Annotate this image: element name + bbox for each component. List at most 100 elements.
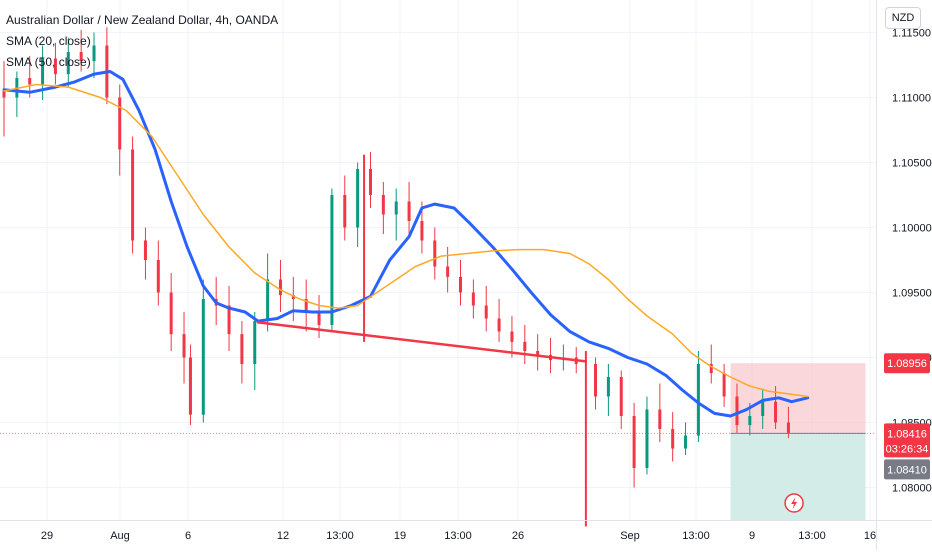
y-tick-label: 1.10500 <box>892 158 932 170</box>
candle-body <box>143 240 147 260</box>
y-tick-label: 1.08000 <box>892 483 932 495</box>
current-price-tag: 1.08416 <box>887 428 927 440</box>
candle-body <box>227 305 231 335</box>
chart-legend: Australian Dollar / New Zealand Dollar, … <box>6 10 278 73</box>
candle-body <box>471 292 475 306</box>
candle-body <box>523 341 527 351</box>
candle-body <box>671 429 675 449</box>
y-tick-label: 1.09500 <box>892 288 932 300</box>
candle-body <box>330 195 334 325</box>
candle-body <box>92 45 96 62</box>
candle-body <box>53 58 57 75</box>
candle-body <box>510 331 514 342</box>
candle-body <box>420 221 424 241</box>
candle-body <box>156 260 160 293</box>
candle-body <box>278 279 282 296</box>
candle-body <box>594 364 598 397</box>
candle-body <box>66 52 70 75</box>
candle-body <box>735 396 739 426</box>
candle-body <box>632 416 636 468</box>
x-tick-label: 9 <box>749 530 755 542</box>
x-tick-label: Aug <box>110 530 130 542</box>
candle-body <box>619 377 623 416</box>
candle-body <box>343 195 347 228</box>
y-tick-label: 1.10000 <box>892 223 932 235</box>
candle-body <box>304 299 308 312</box>
current-price-tag-bg <box>884 423 930 458</box>
candle-body <box>709 364 713 374</box>
indicator-lines <box>2 70 810 418</box>
price-tags: 1.08956 1.08416 03:26:34 1.08410 <box>884 353 930 480</box>
candle-body <box>381 195 385 215</box>
candle-body <box>748 416 752 426</box>
x-tick-label: 13:00 <box>326 530 354 542</box>
lightning-icon <box>791 497 798 509</box>
stop-loss-zone <box>730 363 866 434</box>
candle-body <box>497 318 501 332</box>
stop-price-tag-bg <box>884 353 930 374</box>
candle-body <box>433 240 437 267</box>
candle-body <box>786 422 790 433</box>
x-tick-label: Sep <box>620 530 640 542</box>
x-tick-label: 13:00 <box>444 530 472 542</box>
candle-body <box>28 78 32 85</box>
candle-body <box>484 305 488 319</box>
candle-body <box>761 401 765 416</box>
target-price-tag-bg <box>884 459 930 480</box>
x-tick-label: 19 <box>394 530 406 542</box>
sma50-label[interactable]: SMA (50, close) <box>6 55 91 69</box>
candle-body <box>131 149 135 241</box>
candle-body <box>536 351 540 355</box>
candle-body <box>291 295 295 299</box>
x-tick-label: 13:00 <box>682 530 710 542</box>
sma20-line <box>2 70 810 418</box>
candle-body <box>696 364 700 436</box>
candle-body <box>774 401 778 423</box>
candle-body <box>201 299 205 415</box>
candle-body <box>118 97 122 150</box>
countdown-tag: 03:26:34 <box>886 443 929 455</box>
currency-button[interactable]: NZD <box>885 7 921 29</box>
x-tick-label: 29 <box>41 530 53 542</box>
candle-body <box>2 91 6 98</box>
candle-body <box>684 435 688 449</box>
position-zones <box>0 363 876 520</box>
candle-body <box>446 266 450 277</box>
candle-body <box>356 169 360 228</box>
target-price-tag: 1.08410 <box>887 464 927 476</box>
y-tick-label: 1.11500 <box>892 28 931 40</box>
x-tick-label: 13:00 <box>798 530 826 542</box>
x-tick-label: 6 <box>185 530 191 542</box>
candle-body <box>459 276 463 293</box>
x-tick-label: 12 <box>277 530 289 542</box>
candle-body <box>41 58 45 85</box>
candle-body <box>658 409 662 429</box>
candle-body <box>368 169 372 195</box>
candle-body <box>188 357 192 415</box>
candle-body <box>169 292 173 335</box>
candles <box>2 27 790 527</box>
candle-body <box>606 377 610 397</box>
candle-body <box>253 321 257 364</box>
candle-body <box>240 334 244 364</box>
candle-body <box>79 52 83 62</box>
x-tick-label: 16 <box>864 530 876 542</box>
candle-body <box>182 334 186 358</box>
candle-body <box>266 279 270 322</box>
grid-lines <box>0 0 876 520</box>
symbol-title[interactable]: Australian Dollar / New Zealand Dollar, … <box>6 13 279 27</box>
sma20-label[interactable]: SMA (20, close) <box>6 34 91 48</box>
y-tick-label: 1.11000 <box>892 93 931 105</box>
sma50-line <box>3 83 809 398</box>
x-tick-label: 26 <box>512 530 524 542</box>
stop-price-tag: 1.08956 <box>887 358 927 370</box>
neckline-trendline <box>256 321 588 363</box>
candle-body <box>722 373 726 397</box>
candle-body <box>407 201 411 221</box>
candle-body <box>394 201 398 215</box>
candle-body <box>317 312 321 325</box>
candle-body <box>645 409 649 468</box>
